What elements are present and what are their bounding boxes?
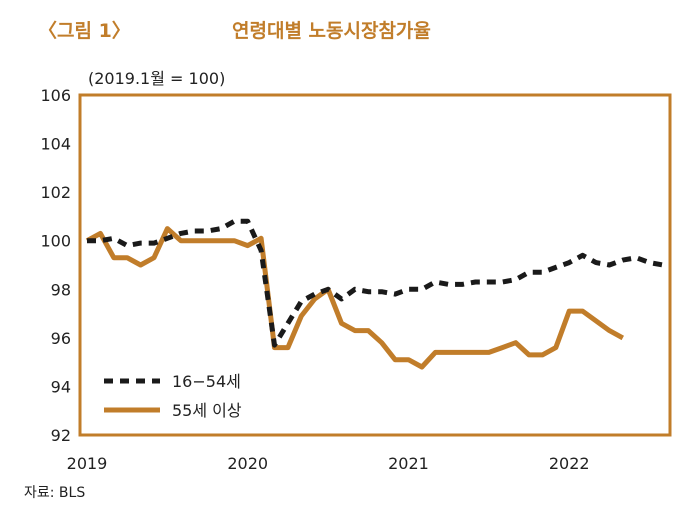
y-tick-label: 102 [40, 183, 71, 202]
figure-label: 〈그림 1〉 [38, 20, 131, 42]
y-tick-label: 96 [51, 329, 71, 348]
y-tick-label: 98 [51, 280, 71, 299]
series-line-55-plus [85, 226, 624, 370]
x-tick-label: 2021 [388, 454, 429, 473]
y-tick-label: 94 [51, 377, 71, 396]
y-axis-ticks: 92 94 96 98 100 102 104 106 [40, 86, 71, 445]
x-axis-ticks: 2019 2020 2021 2022 [67, 454, 590, 473]
x-tick-label: 2020 [227, 454, 268, 473]
plot-frame [78, 93, 672, 437]
x-tick-label: 2019 [67, 454, 108, 473]
y-tick-label: 104 [40, 135, 71, 154]
y-tick-label: 106 [40, 86, 71, 105]
legend-label-16-54: 16−54세 [172, 372, 241, 391]
legend: 16−54세 55세 이상 [104, 372, 242, 420]
chart-title: 연령대별 노동시장참가율 [232, 20, 431, 42]
y-tick-label: 92 [51, 426, 71, 445]
source-note: 자료: BLS [24, 485, 86, 501]
unit-note: (2019.1월 = 100) [88, 69, 226, 88]
y-tick-label: 100 [40, 232, 71, 251]
x-tick-label: 2022 [549, 454, 590, 473]
series-layer [85, 218, 664, 370]
legend-label-55-plus: 55세 이상 [172, 401, 242, 420]
series-line-16-54 [87, 218, 664, 348]
